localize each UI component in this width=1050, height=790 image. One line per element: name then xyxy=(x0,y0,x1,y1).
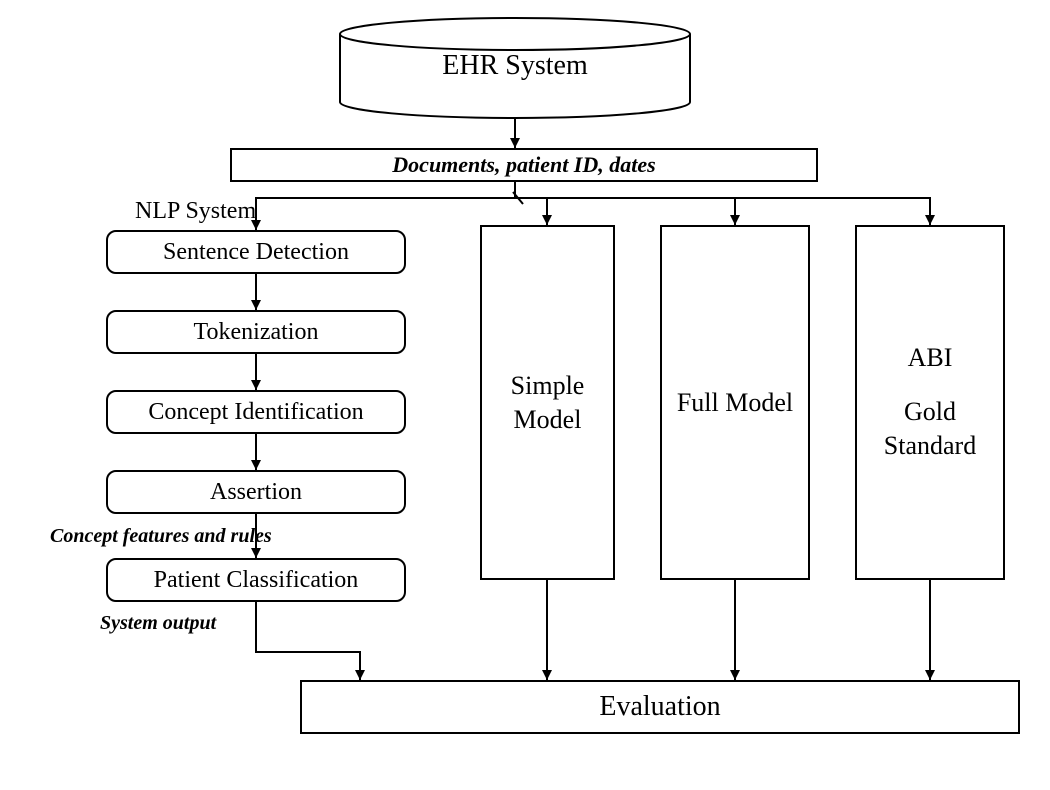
evaluation-label: Evaluation xyxy=(599,691,720,723)
documents-label: Documents, patient ID, dates xyxy=(392,152,655,178)
concept-features-text: Concept features and rules xyxy=(50,525,272,547)
assertion-box: Assertion xyxy=(106,470,406,514)
nlp-system-label: NLP System xyxy=(135,198,256,225)
concept-identification-box: Concept Identification xyxy=(106,390,406,434)
concept-identification-label: Concept Identification xyxy=(148,399,363,426)
patient-classification-box: Patient Classification xyxy=(106,558,406,602)
abi-box: ABI Gold Standard xyxy=(855,225,1005,580)
patient-classification-label: Patient Classification xyxy=(154,567,359,594)
abi-line1: ABI xyxy=(908,343,953,373)
evaluation-box: Evaluation xyxy=(300,680,1020,734)
tokenization-label: Tokenization xyxy=(194,319,319,346)
full-model-box: Full Model xyxy=(660,225,810,580)
ehr-text: EHR System xyxy=(442,50,587,81)
nlp-system-text: NLP System xyxy=(135,198,256,224)
system-output-label: System output xyxy=(100,612,216,635)
simple-model-line1: Simple xyxy=(511,369,585,403)
abi-line2: Gold Standard xyxy=(857,395,1003,463)
sentence-detection-box: Sentence Detection xyxy=(106,230,406,274)
concept-features-label: Concept features and rules xyxy=(50,525,272,548)
full-model-label: Full Model xyxy=(677,388,793,418)
documents-box: Documents, patient ID, dates xyxy=(230,148,818,182)
simple-model-line2: Model xyxy=(514,403,582,437)
ehr-label: EHR System xyxy=(340,50,690,82)
simple-model-box: Simple Model xyxy=(480,225,615,580)
assertion-label: Assertion xyxy=(210,479,302,506)
system-output-text: System output xyxy=(100,612,216,634)
sentence-detection-label: Sentence Detection xyxy=(163,239,349,266)
tokenization-box: Tokenization xyxy=(106,310,406,354)
